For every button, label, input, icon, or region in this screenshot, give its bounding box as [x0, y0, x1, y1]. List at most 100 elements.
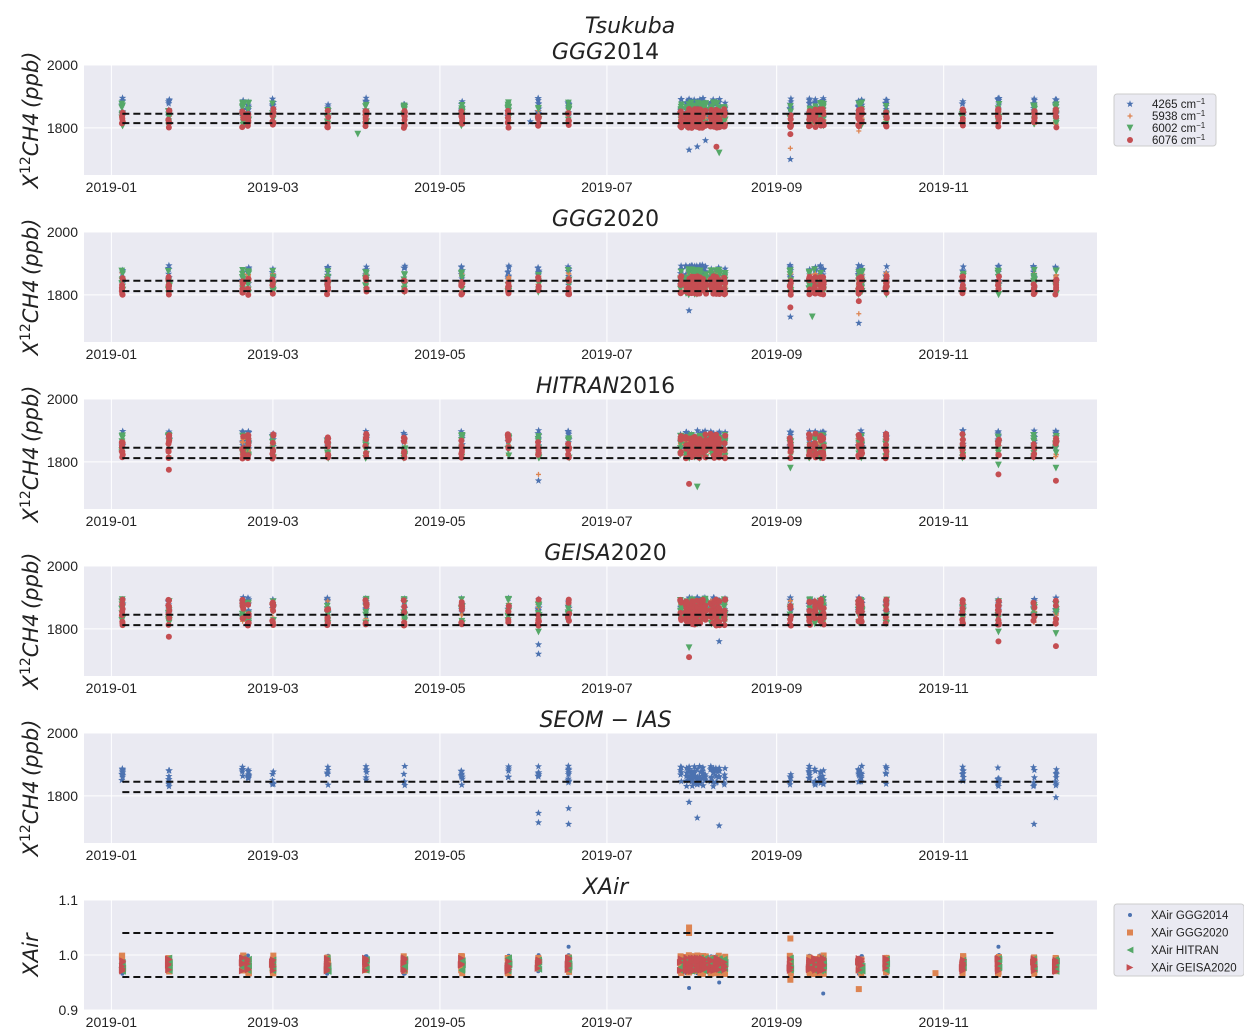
- data-point: [505, 99, 512, 107]
- data-point: [882, 764, 891, 772]
- data-point: [363, 436, 370, 443]
- y-axis-label: X12CH4 (ppb): [18, 219, 50, 357]
- data-point: [819, 265, 827, 273]
- outlier-point: [534, 476, 543, 484]
- data-point: [1052, 597, 1059, 604]
- outlier-point: [995, 471, 1002, 478]
- data-point: [165, 274, 172, 281]
- outlier-point: [534, 818, 543, 826]
- x-tick-label: 2019-09: [751, 680, 803, 696]
- data-point: [269, 767, 277, 775]
- ylabel-x: X: [19, 674, 43, 690]
- data-point: [715, 767, 723, 775]
- data-point: [857, 262, 866, 270]
- data-point: [685, 763, 693, 770]
- data-point: [858, 99, 866, 107]
- data-point: [690, 102, 698, 110]
- data-point: [362, 101, 370, 109]
- y-tick-label: 2000: [47, 725, 78, 741]
- data-point: [244, 773, 252, 781]
- data-point: [119, 451, 126, 458]
- data-point: [820, 284, 827, 291]
- data-point: [400, 597, 407, 604]
- data-point: [535, 611, 542, 618]
- x-tick-label: 2019-03: [247, 847, 299, 863]
- data-point: [715, 441, 722, 448]
- data-point: [787, 97, 795, 105]
- data-point: [858, 762, 866, 770]
- data-point: [858, 436, 865, 443]
- x-tick-label: 2019-05: [414, 513, 466, 529]
- data-point: [362, 116, 369, 123]
- data-point: [1030, 453, 1037, 460]
- outlier-point: [685, 798, 693, 806]
- data-point: [687, 770, 695, 778]
- data-point: [995, 438, 1002, 445]
- data-point: [787, 622, 794, 629]
- outlier-point: [534, 809, 543, 817]
- outlier-point: [685, 306, 693, 314]
- data-point: [165, 782, 173, 790]
- data-point: [820, 605, 827, 612]
- ylabel-units: (ppb): [19, 52, 43, 108]
- data-point: [119, 605, 126, 612]
- x-tick-label: 2019-05: [414, 680, 466, 696]
- data-point: [119, 102, 126, 110]
- data-point: [118, 776, 126, 784]
- ylabel-superscript: 12: [18, 490, 34, 508]
- data-point: [534, 429, 542, 437]
- data-point: [787, 605, 794, 612]
- outlier-point: [1052, 477, 1059, 484]
- data-point: [696, 267, 704, 275]
- data-point: [401, 781, 409, 789]
- data-point: [722, 290, 729, 297]
- data-point: [721, 123, 728, 130]
- data-point: [820, 434, 827, 441]
- data-point: [245, 601, 252, 608]
- ylabel-units: (ppb): [19, 720, 43, 776]
- data-point: [362, 597, 369, 604]
- data-point: [245, 99, 252, 107]
- data-point: [883, 273, 890, 280]
- data-point: [565, 430, 573, 438]
- outlier-point: [1052, 464, 1060, 472]
- outlier-point: [1052, 643, 1059, 650]
- x-tick-label: 2019-07: [581, 847, 633, 863]
- data-point: [857, 769, 865, 777]
- data-point: [806, 291, 813, 298]
- data-point: [994, 262, 1002, 270]
- data-point: [458, 612, 464, 618]
- data-point: [677, 763, 685, 771]
- data-point: [565, 596, 572, 603]
- data-point: [696, 95, 704, 103]
- data-point: [716, 598, 723, 605]
- data-point: [535, 268, 543, 276]
- data-point: [362, 270, 370, 277]
- data-point: [787, 123, 794, 130]
- data-point: [239, 428, 247, 436]
- data-point: [505, 608, 512, 615]
- data-point: [244, 427, 252, 435]
- data-point: [166, 107, 173, 114]
- data-point: [1029, 263, 1038, 270]
- data-point: [245, 115, 252, 122]
- data-point: [812, 124, 819, 131]
- data-point: [716, 104, 723, 112]
- data-point: [678, 124, 685, 131]
- data-point: [458, 432, 466, 440]
- data-point: [682, 270, 690, 278]
- data-point: [786, 282, 793, 289]
- data-point: [715, 605, 722, 612]
- data-point: [400, 434, 407, 441]
- data-point: [324, 268, 332, 276]
- panel-title: SEOM − IAS: [539, 708, 671, 733]
- data-point: [401, 615, 408, 623]
- data-point: [786, 103, 794, 110]
- data-point: [994, 782, 1003, 790]
- data-point: [458, 113, 465, 120]
- data-point: [240, 433, 247, 440]
- data-point: [807, 447, 814, 454]
- data-point: [721, 774, 729, 782]
- panel-title: HITRAN2016: [536, 374, 675, 399]
